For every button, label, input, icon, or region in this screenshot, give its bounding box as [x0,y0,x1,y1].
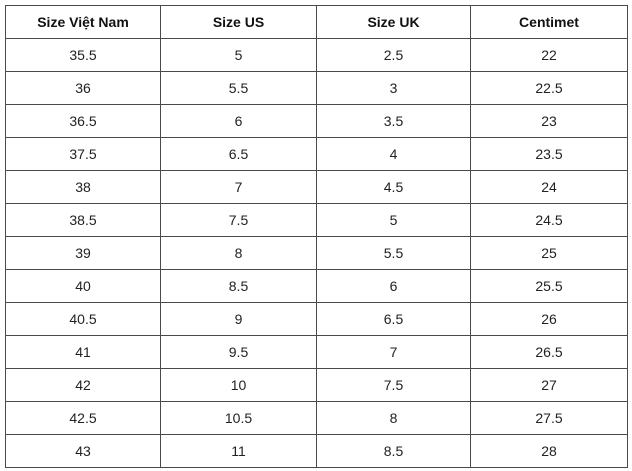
table-cell: 8 [316,401,471,435]
header-cell: Centimet [470,5,628,39]
table-cell: 5 [160,38,317,72]
table-row: 39 8 5.5 25 [5,236,628,270]
table-cell: 5 [316,203,471,237]
table-row: 35.5 5 2.5 22 [5,38,628,72]
table-cell: 8.5 [316,434,471,468]
table-cell: 36 [5,71,161,105]
table-cell: 27.5 [470,401,628,435]
table-cell: 26.5 [470,335,628,369]
table-cell: 27 [470,368,628,402]
table-cell: 7.5 [160,203,317,237]
header-cell: Size US [160,5,317,39]
header-cell: Size Việt Nam [5,5,161,39]
table-cell: 23.5 [470,137,628,171]
table-cell: 3.5 [316,104,471,138]
table-cell: 40 [5,269,161,303]
table-cell: 37.5 [5,137,161,171]
table-cell: 7 [316,335,471,369]
table-cell: 8 [160,236,317,270]
table-cell: 9 [160,302,317,336]
table-cell: 42.5 [5,401,161,435]
table-cell: 10.5 [160,401,317,435]
table-body: 35.5 5 2.5 22 36 5.5 3 22.5 36.5 6 3.5 23 37.5 6.5 4 23… [5,38,628,468]
table-cell: 5.5 [316,236,471,270]
table-cell: 25.5 [470,269,628,303]
table-cell: 23 [470,104,628,138]
table-cell: 42 [5,368,161,402]
table-cell: 4.5 [316,170,471,204]
table-row: 37.5 6.5 4 23.5 [5,137,628,171]
header-row: Size Việt Nam Size US Size UK Centimet [5,5,628,39]
table-cell: 6.5 [316,302,471,336]
table-row: 36 5.5 3 22.5 [5,71,628,105]
table-cell: 25 [470,236,628,270]
header-cell: Size UK [316,5,471,39]
table-row: 43 11 8.5 28 [5,434,628,468]
table-cell: 8.5 [160,269,317,303]
table-cell: 36.5 [5,104,161,138]
table-cell: 24.5 [470,203,628,237]
table-row: 40 8.5 6 25.5 [5,269,628,303]
table-cell: 10 [160,368,317,402]
table-cell: 4 [316,137,471,171]
table-cell: 38 [5,170,161,204]
table-cell: 9.5 [160,335,317,369]
table-cell: 28 [470,434,628,468]
table-row: 36.5 6 3.5 23 [5,104,628,138]
table-cell: 41 [5,335,161,369]
table-row: 38 7 4.5 24 [5,170,628,204]
table-cell: 6 [316,269,471,303]
table-row: 41 9.5 7 26.5 [5,335,628,369]
table-cell: 26 [470,302,628,336]
table-cell: 6 [160,104,317,138]
table-cell: 3 [316,71,471,105]
table-cell: 6.5 [160,137,317,171]
table-cell: 40.5 [5,302,161,336]
size-table: Size Việt Nam Size US Size UK Centimet 35.5… [5,5,628,468]
table-cell: 38.5 [5,203,161,237]
table-cell: 24 [470,170,628,204]
table-row: 38.5 7.5 5 24.5 [5,203,628,237]
table-row: 40.5 9 6.5 26 [5,302,628,336]
table-cell: 35.5 [5,38,161,72]
table-cell: 39 [5,236,161,270]
table-cell: 7.5 [316,368,471,402]
table-cell: 2.5 [316,38,471,72]
table-row: 42.5 10.5 8 27.5 [5,401,628,435]
table-cell: 22 [470,38,628,72]
table-cell: 7 [160,170,317,204]
table-cell: 11 [160,434,317,468]
table-cell: 22.5 [470,71,628,105]
table-row: 42 10 7.5 27 [5,368,628,402]
table-cell: 43 [5,434,161,468]
table-cell: 5.5 [160,71,317,105]
